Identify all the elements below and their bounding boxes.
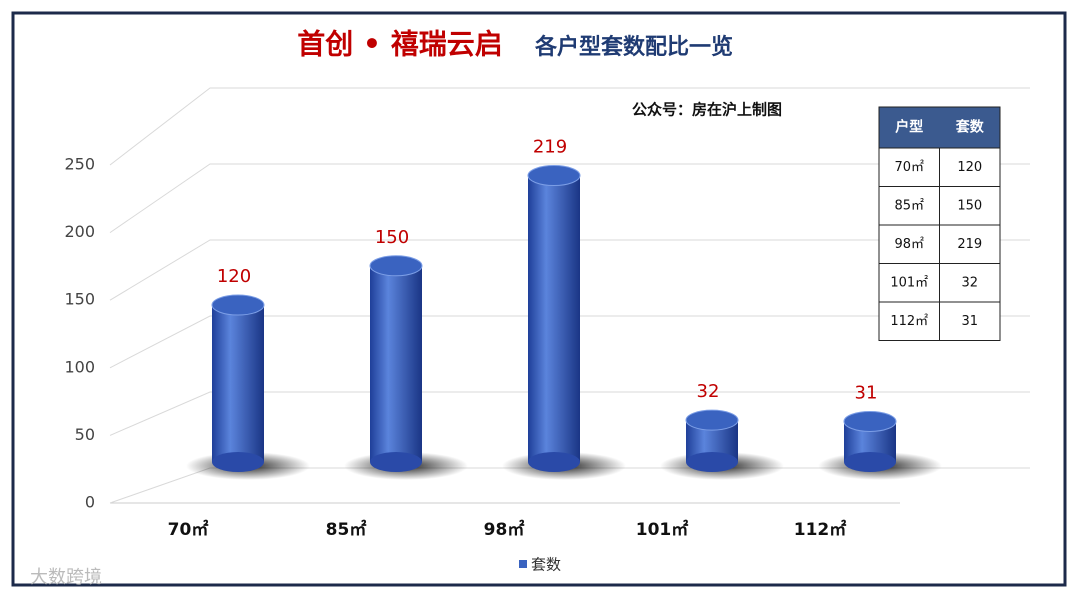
bar (212, 305, 264, 462)
bar-bottom (370, 452, 422, 472)
table-border (878, 106, 1001, 341)
legend-swatch (519, 560, 527, 568)
table-cell (878, 147, 940, 187)
grid-line (109, 239, 1030, 301)
bar-bottom (528, 452, 580, 472)
table-header-bg (879, 107, 1000, 148)
table-cell-text: 32 (961, 275, 978, 290)
grid-line (109, 315, 1030, 369)
bar-bottom (686, 452, 738, 472)
data-label: 150 (375, 227, 409, 248)
y-tick-label: 250 (64, 155, 95, 174)
table-header: 户型 (895, 119, 923, 136)
bar-top (843, 410, 897, 432)
table-cell-text: 112㎡ (890, 314, 928, 329)
x-tick-label: 70㎡ (168, 519, 209, 540)
table-cell-text: 120 (957, 160, 982, 175)
title: 各户型套数配比一览 (534, 34, 733, 60)
grid-line (109, 163, 1030, 234)
table-header: 套数 (956, 119, 985, 136)
bar-top (211, 294, 265, 316)
table-cell-text: 150 (957, 198, 982, 213)
x-tick-label: 85㎡ (326, 519, 367, 540)
table-cell (878, 301, 940, 341)
y-tick-label: 150 (64, 290, 95, 309)
bar-bottom (844, 452, 896, 472)
table-cell (939, 301, 1001, 341)
y-tick-label: 50 (75, 425, 95, 444)
data-label: 31 (855, 382, 878, 403)
data-label: 32 (697, 381, 720, 402)
table-cell-text: 85㎡ (894, 198, 924, 213)
table-cell-text: 98㎡ (894, 237, 924, 252)
bar-bottom (212, 452, 264, 472)
y-tick-label: 100 (64, 357, 95, 376)
bar-top (685, 409, 739, 431)
data-label: 120 (217, 266, 251, 287)
x-tick-label: 112㎡ (794, 519, 847, 540)
y-tick-label: 0 (85, 493, 95, 512)
brand: 首创 • 禧瑞云启 (297, 28, 502, 61)
subtitle: 公众号：房在沪上制图 (632, 101, 782, 119)
x-tick-label: 98㎡ (484, 519, 525, 540)
table-cell-text: 101㎡ (890, 275, 928, 290)
table-cell (939, 224, 1001, 264)
bar-top (369, 255, 423, 277)
x-tick-label: 101㎡ (636, 519, 689, 540)
watermark: 大数跨境 (30, 567, 102, 588)
legend-label: 套数 (531, 556, 561, 574)
y-tick-label: 200 (64, 222, 95, 241)
grid-line (109, 391, 1030, 436)
bar (370, 265, 422, 462)
table-cell-text: 31 (961, 314, 978, 329)
table-cell-text: 219 (957, 237, 982, 252)
data-label: 219 (533, 137, 567, 158)
bar (528, 175, 580, 462)
bar-top (527, 165, 581, 187)
table-cell-text: 70㎡ (894, 160, 924, 175)
grid-line (109, 87, 1030, 166)
table-cell (939, 263, 1001, 303)
